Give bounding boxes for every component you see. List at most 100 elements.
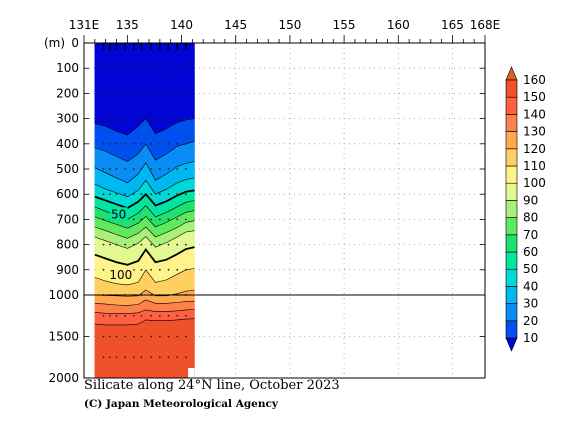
colorbar-label: 70	[523, 228, 538, 242]
y-tick-label: 1500	[48, 330, 79, 344]
colorbar-swatch	[505, 148, 518, 167]
sample-point	[150, 218, 153, 221]
colorbar-swatch	[505, 303, 518, 322]
y-tick-label: 2000	[48, 371, 79, 385]
sample-point	[109, 67, 111, 70]
sample-point	[115, 193, 118, 196]
sample-points	[102, 67, 187, 359]
colorbar-swatch	[505, 234, 518, 253]
sample-point	[109, 92, 111, 95]
sample-point	[102, 67, 105, 70]
sample-point	[150, 92, 153, 95]
sample-point	[115, 92, 118, 95]
colorbar-swatch	[505, 182, 518, 201]
sample-point	[115, 356, 118, 359]
sample-point	[176, 168, 179, 170]
sample-point	[167, 168, 170, 170]
sample-point	[150, 243, 153, 246]
sample-point	[167, 335, 170, 338]
y-tick-label: 400	[56, 137, 79, 151]
sample-point	[184, 243, 187, 246]
sample-point	[184, 92, 187, 95]
sample-point	[167, 117, 170, 120]
sample-point	[124, 243, 127, 246]
colorbar-swatch	[505, 268, 518, 287]
sample-point	[167, 356, 170, 359]
sample-point	[140, 67, 143, 70]
sample-point	[184, 193, 187, 196]
contour-line	[94, 177, 195, 198]
colorbar-swatch	[505, 200, 518, 218]
sample-point	[102, 92, 105, 95]
sample-point	[158, 335, 161, 338]
contour-label-bg	[108, 267, 134, 281]
contour-line	[94, 118, 195, 136]
sample-point	[140, 218, 143, 221]
y-tick-label: 300	[56, 112, 79, 126]
colorbar-swatch	[505, 286, 518, 304]
sample-point	[150, 335, 153, 338]
sample-point	[167, 193, 170, 196]
sample-point	[158, 168, 161, 170]
sample-point	[140, 92, 143, 95]
y-tick-label: 0	[71, 36, 79, 50]
sample-point	[102, 117, 105, 120]
sample-point	[132, 243, 135, 246]
sample-point	[102, 314, 105, 317]
sample-point	[140, 314, 143, 317]
sample-point	[158, 67, 161, 70]
x-tick-label: 140	[170, 18, 193, 32]
sample-point	[184, 314, 187, 317]
sample-point	[167, 92, 170, 95]
sample-point	[150, 268, 153, 271]
x-tick-label: 135	[116, 18, 139, 32]
y-tick-label: 200	[56, 86, 79, 100]
sample-point	[176, 193, 179, 196]
contour-band	[94, 318, 195, 379]
sample-point	[109, 335, 111, 338]
sample-point	[132, 193, 135, 196]
contour-label: 100	[109, 268, 132, 282]
contour-line	[94, 210, 195, 229]
sample-point	[184, 142, 187, 145]
sample-point	[184, 117, 187, 120]
sample-point	[132, 314, 135, 317]
colorbar-label: 50	[523, 262, 538, 276]
sample-point	[109, 356, 111, 359]
y-tick-label: 500	[56, 162, 79, 176]
sample-point	[109, 314, 111, 317]
sample-point	[109, 117, 111, 120]
sample-point	[158, 142, 161, 145]
sample-point	[102, 193, 105, 196]
sample-point	[158, 268, 161, 271]
sample-point	[124, 67, 127, 70]
sample-point	[167, 243, 170, 246]
sample-point	[124, 117, 127, 120]
sample-point	[176, 218, 179, 221]
sample-point	[124, 356, 127, 359]
sample-point	[124, 193, 127, 196]
sample-point	[132, 67, 135, 70]
sample-point	[158, 314, 161, 317]
colorbar-label: 60	[523, 245, 538, 259]
colorbar-label: 40	[523, 279, 538, 293]
colorbar-label: 120	[523, 142, 546, 156]
sample-point	[115, 335, 118, 338]
colorbar-label: 100	[523, 176, 546, 190]
sample-point	[150, 142, 153, 145]
sample-point	[140, 243, 143, 246]
sample-point	[176, 335, 179, 338]
sample-point	[184, 335, 187, 338]
sample-point	[132, 117, 135, 120]
sample-point	[102, 243, 105, 246]
x-tick-label: 131E	[69, 18, 100, 32]
contour-line	[94, 161, 195, 184]
sample-point	[150, 117, 153, 120]
contour-line	[94, 246, 195, 266]
sample-point	[109, 168, 111, 170]
sample-point	[176, 356, 179, 359]
contour-line	[94, 309, 195, 314]
sample-point	[158, 243, 161, 246]
sample-point	[124, 168, 127, 170]
